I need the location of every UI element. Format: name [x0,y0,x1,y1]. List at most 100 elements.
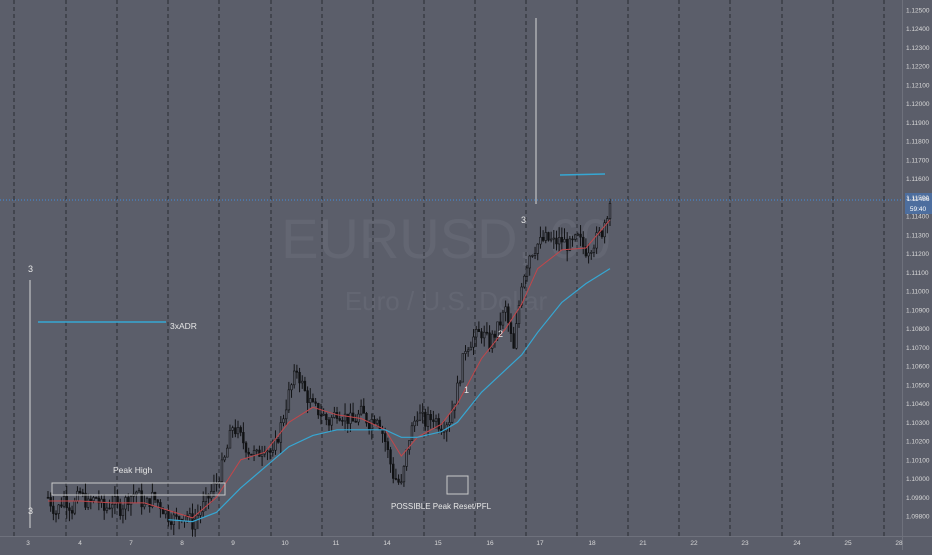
candle-body [306,390,309,403]
candle-body [271,449,274,453]
candle-body [517,305,521,324]
price-scale[interactable] [902,0,932,536]
candle-body [250,453,253,456]
candle-body [536,243,539,254]
x-tick-label: 15 [434,540,442,547]
candle-body [394,478,398,480]
y-tick-label: 1.12200 [906,64,930,71]
chart-pane[interactable] [0,0,902,536]
candle-body [177,516,181,520]
current-price-label-bg [905,193,932,214]
candle-body [539,236,542,245]
x-tick-label: 9 [231,540,235,547]
candle-body [65,496,68,509]
candle-body [587,252,590,257]
time-scale[interactable] [0,536,902,550]
y-tick-label: 1.12500 [906,8,930,15]
candle-body [46,496,50,499]
x-tick-label: 7 [129,540,133,547]
candle-body [151,492,154,507]
candle-body [461,353,465,383]
peak-high-label: Peak High [113,465,152,475]
candle-body [143,503,146,508]
candle-body [437,418,440,430]
session-separators [13,0,885,536]
candle-body [92,497,95,502]
x-tick-label: 17 [536,540,544,547]
candle-body [86,498,90,508]
x-tick-label: 28 [895,540,903,547]
candle-body [448,422,451,426]
y-tick-label: 1.12400 [906,26,930,33]
candle-body [507,306,510,323]
x-tick-label: 21 [639,540,647,547]
candle-body [284,409,288,420]
y-tick-label: 1.10600 [906,364,930,371]
candle-body [81,492,84,495]
wave-3-left-bottom-label: 3 [28,506,33,516]
candle-body [386,441,390,451]
candle-body [365,413,368,424]
candle-body [565,239,569,251]
candle-body [164,510,167,515]
peak-reset-box[interactable] [446,475,469,495]
candle-body [466,349,470,352]
candle-body [474,329,478,338]
ema-slow-line [168,268,611,523]
y-tick-label: 1.11600 [906,176,929,183]
wave-3-left-top-label: 3 [28,264,33,274]
candle-body [60,504,63,507]
y-tick-label: 1.10800 [906,326,930,333]
x-tick-label: 14 [383,540,391,547]
candle-body [247,451,250,455]
candle-body [485,331,489,334]
peak-high-box[interactable] [51,482,226,496]
candle-body [234,427,237,435]
candle-body [501,311,505,326]
y-tick-label: 1.12000 [906,101,930,108]
candle-body [416,419,419,422]
candle-body [193,518,197,530]
candle-body [557,237,561,245]
candle-body [579,233,582,238]
candle-body [480,331,483,339]
candle-body [333,412,336,418]
y-tick-label: 1.11700 [906,157,929,164]
candle-body [127,497,130,505]
candle-body [496,321,499,338]
x-tick-label: 11 [333,540,340,547]
x-axis-labels: 3 4 7 8 9 10 11 14 15 16 17 18 21 22 23 24 25 28 [26,540,903,547]
candle-body [89,498,93,502]
candle-body [236,427,240,435]
candle-body [94,497,98,499]
candle-body [108,507,111,510]
candle-body [159,502,162,510]
candle-body [140,490,143,508]
candle-body [464,351,467,354]
candle-body [258,449,261,457]
candle-body [582,236,585,247]
candle-body [113,496,117,505]
candle-body [274,439,277,451]
candle-body [137,490,141,493]
ema-fast-line [48,219,611,519]
candle-body [528,255,531,269]
y-tick-label: 1.10100 [906,457,930,464]
y-tick-label: 1.12100 [906,82,930,89]
y-tick-label: 1.12300 [906,45,930,52]
description-watermark: Euro / U.S. Dollar [345,286,548,316]
target-line[interactable] [559,173,606,176]
x-tick-label: 24 [793,540,801,547]
candle-body [576,233,580,236]
y-tick-label: 1.11500 [906,195,929,202]
candle-body [429,414,432,421]
candle-body [499,321,502,326]
candle-body [301,380,304,384]
candle-body [402,466,406,483]
candle-body [560,237,564,243]
candle-body [84,492,87,508]
candle-body [608,203,612,219]
y-tick-label: 1.10300 [906,420,930,427]
